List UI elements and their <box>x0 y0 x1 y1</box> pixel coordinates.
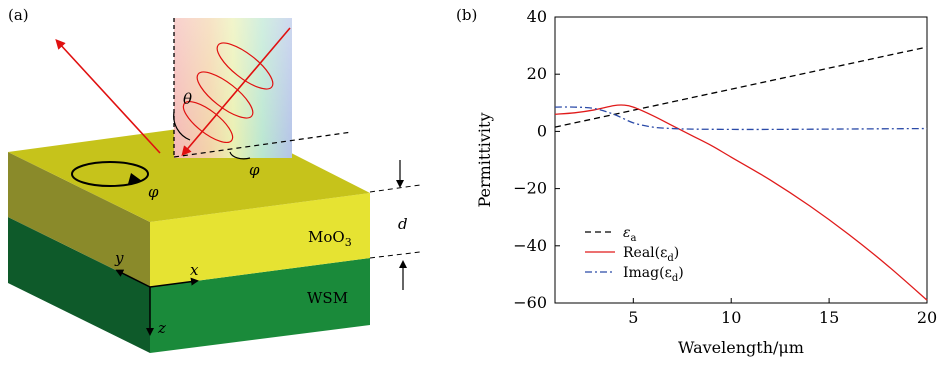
panel-a: (a) θ φ φ MoO3 <box>8 6 421 353</box>
y-ticks: 40 20 0 −20 −40 −60 <box>513 7 560 312</box>
y-tick-label: 20 <box>527 64 547 83</box>
x-tick-label: 5 <box>628 308 638 327</box>
z-axis-label: z <box>157 319 166 337</box>
x-axis-title: Wavelength/μm <box>678 338 804 357</box>
panel-b-label: (b) <box>456 6 477 24</box>
x-ticks: 5 10 15 20 <box>628 298 937 327</box>
plot-frame <box>554 16 928 304</box>
polarization-ellipses <box>182 42 274 144</box>
wsm-front-face <box>150 258 370 353</box>
x-axis-arrow <box>149 277 199 288</box>
theta-label: θ <box>183 90 192 108</box>
y-axis-arrow <box>115 269 151 288</box>
y-tick-label: −60 <box>513 293 547 312</box>
y-axis-label: y <box>114 249 124 267</box>
chart-series <box>554 46 928 301</box>
y-tick-label: −20 <box>513 179 547 198</box>
incident-beam <box>181 27 291 157</box>
rotation-indicator <box>71 161 149 187</box>
x-tick-label: 15 <box>819 308 839 327</box>
y-tick-label: 40 <box>527 7 547 26</box>
y-axis-title: Permittivity <box>475 112 494 207</box>
thickness-label: d <box>398 215 408 233</box>
y-tick-label: 0 <box>537 121 547 140</box>
moo3-top-face <box>8 122 370 222</box>
reflected-beam <box>55 39 161 154</box>
phi-surface-label: φ <box>148 183 159 201</box>
legend-label-1: Real(εd) <box>623 245 679 264</box>
series-line-2 <box>554 106 928 131</box>
wsm-label: WSM <box>307 289 348 307</box>
moo3-label: MoO3 <box>308 228 352 249</box>
x-tick-label: 10 <box>721 308 741 327</box>
x-axis-label: x <box>190 261 199 279</box>
panel-a-label: (a) <box>8 6 29 24</box>
x-tick-label: 20 <box>917 308 937 327</box>
moo3-side-face <box>8 152 150 287</box>
moo3-front-face <box>150 193 370 287</box>
wsm-side-face <box>8 217 150 353</box>
series-line-0 <box>554 46 928 128</box>
legend-label-2: Imag(εd) <box>623 265 684 284</box>
panel-b: (b) 5 10 15 20 40 20 0 −20 −40 −60 Wavelength/μm… <box>456 6 937 357</box>
series-line-1 <box>554 104 928 301</box>
phi-plane-label: φ <box>249 161 260 179</box>
y-tick-label: −40 <box>513 236 547 255</box>
legend-label-0: εa <box>623 225 637 244</box>
